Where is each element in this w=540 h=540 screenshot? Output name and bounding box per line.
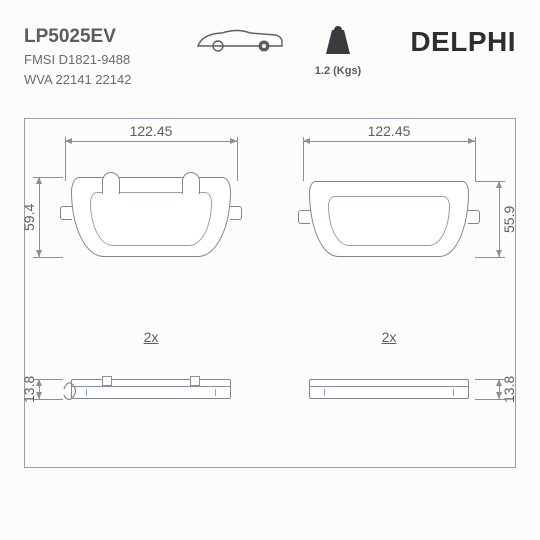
pad-drawing-left: 122.45 59.4 2x 13.8 bbox=[25, 119, 271, 467]
pad-side-view-left bbox=[71, 379, 231, 399]
weight-icon: 1.2 (Kgs) bbox=[314, 26, 362, 77]
dim-thickness-right: 13.8 bbox=[501, 371, 517, 407]
pad-front-view-left bbox=[71, 177, 231, 257]
dim-height-left: 59.4 bbox=[21, 177, 37, 257]
pad-front-view-right bbox=[309, 181, 469, 257]
weight-value: 1.2 (Kgs) bbox=[314, 65, 362, 77]
pad-drawing-right: 122.45 55.9 2x 13.8 bbox=[269, 119, 515, 467]
qty-right: 2x bbox=[309, 329, 469, 345]
dim-width-left: 122.45 bbox=[65, 123, 237, 139]
technical-drawing-frame: 122.45 59.4 2x 13.8 bbox=[24, 118, 516, 468]
dim-thickness-left: 13.8 bbox=[21, 371, 37, 407]
dim-width-right: 122.45 bbox=[303, 123, 475, 139]
dim-height-right: 55.9 bbox=[501, 181, 517, 257]
brand-logo: DELPHI bbox=[410, 26, 516, 58]
clip-side-icon bbox=[61, 375, 83, 405]
pad-side-view-right bbox=[309, 379, 469, 399]
code-line-2: WVA 22141 22142 bbox=[24, 70, 516, 90]
car-rear-axle-icon bbox=[194, 26, 286, 54]
qty-left: 2x bbox=[71, 329, 231, 345]
